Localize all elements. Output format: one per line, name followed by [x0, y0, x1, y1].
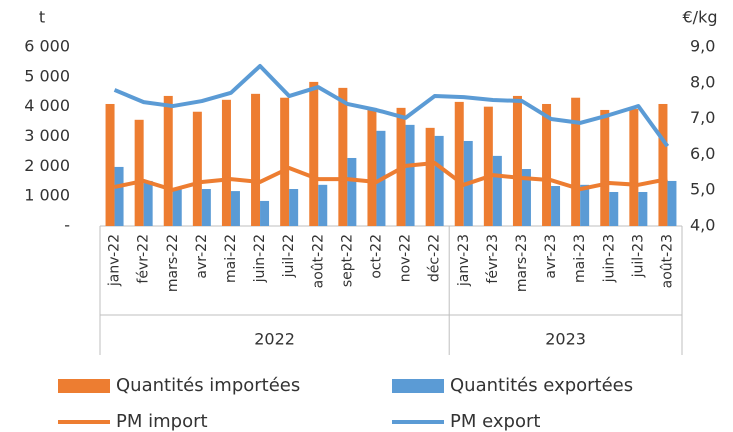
bar	[434, 135, 444, 226]
bar	[492, 155, 502, 226]
x-tick-label: déc-22	[427, 234, 443, 282]
bar	[289, 189, 299, 226]
x-tick-label: sept-22	[339, 234, 355, 287]
legend-label: PM import	[116, 411, 208, 432]
bar	[367, 109, 377, 226]
x-tick-label: mai-22	[223, 234, 239, 283]
bar	[667, 180, 677, 226]
y-tick-label: -	[64, 216, 70, 235]
y-tick-label: 6 000	[24, 37, 70, 56]
legend-label: PM export	[450, 411, 540, 432]
legend-swatch	[392, 379, 444, 393]
bar	[425, 127, 435, 226]
bar	[521, 169, 531, 226]
bar	[580, 184, 590, 226]
y2-tick-label: 7,0	[690, 108, 715, 127]
bar	[192, 111, 202, 226]
bar	[347, 157, 357, 226]
bar	[172, 187, 182, 226]
line	[114, 160, 668, 192]
y-tick-label: 2 000	[24, 156, 70, 175]
bar	[280, 97, 290, 226]
bar	[600, 109, 610, 226]
x-tick-label: nov-22	[398, 234, 414, 282]
x-tick-label: août-22	[310, 234, 326, 288]
x-tick-label: mars-23	[514, 234, 530, 292]
y-tick-label: 3 000	[24, 126, 70, 145]
x-tick-label: août-23	[659, 234, 675, 288]
bar	[260, 200, 270, 226]
bar	[571, 97, 581, 226]
x-tick-label: oct-22	[368, 234, 384, 279]
bar	[512, 95, 522, 226]
bar	[309, 81, 319, 226]
x-tick-label: juin-23	[601, 234, 617, 283]
x-tick-label: juin-22	[252, 234, 268, 283]
y-tick-label: 4 000	[24, 96, 70, 115]
bar	[318, 184, 328, 226]
bar	[542, 103, 552, 226]
bar	[230, 191, 240, 226]
x-tick-label: févr-23	[485, 234, 501, 284]
bar	[251, 93, 261, 226]
legend-label: Quantités exportées	[450, 375, 633, 396]
x-tick-label: avr-23	[543, 234, 559, 279]
x-group-label: 2023	[545, 330, 586, 349]
y2-tick-label: 8,0	[690, 72, 715, 91]
bar	[454, 101, 464, 226]
y2-axis-title: €/kg	[683, 8, 718, 27]
x-tick-label: févr-22	[136, 234, 152, 284]
x-tick-label: mai-23	[572, 234, 588, 283]
bar	[201, 189, 211, 226]
bar	[105, 103, 115, 226]
y2-tick-label: 6,0	[690, 144, 715, 163]
bar	[629, 109, 639, 226]
bar	[405, 124, 415, 226]
y-tick-label: 1 000	[24, 186, 70, 205]
y2-tick-label: 4,0	[690, 216, 715, 235]
legend-label: Quantités importées	[116, 375, 300, 396]
x-tick-label: avr-22	[194, 234, 210, 279]
line	[113, 63, 670, 148]
bar	[658, 103, 668, 226]
bar	[134, 119, 144, 226]
bar	[483, 106, 493, 226]
x-tick-label: juil-23	[630, 234, 646, 278]
bar	[221, 99, 231, 226]
bar	[609, 191, 619, 226]
bar	[638, 191, 648, 226]
x-tick-label: juil-22	[281, 234, 297, 278]
y2-tick-label: 5,0	[690, 180, 715, 199]
y-axis-title: t	[39, 8, 45, 27]
bar	[163, 95, 173, 226]
bar	[143, 180, 153, 226]
y-tick-label: 5 000	[24, 66, 70, 85]
legend-swatch	[58, 379, 110, 393]
bar	[551, 186, 561, 226]
y2-tick-label: 9,0	[690, 37, 715, 56]
x-tick-label: janv-22	[107, 234, 123, 287]
x-tick-label: mars-22	[165, 234, 181, 292]
x-tick-label: janv-23	[456, 234, 472, 287]
x-group-label: 2022	[254, 330, 295, 349]
bar	[114, 166, 124, 226]
bar	[338, 87, 348, 226]
